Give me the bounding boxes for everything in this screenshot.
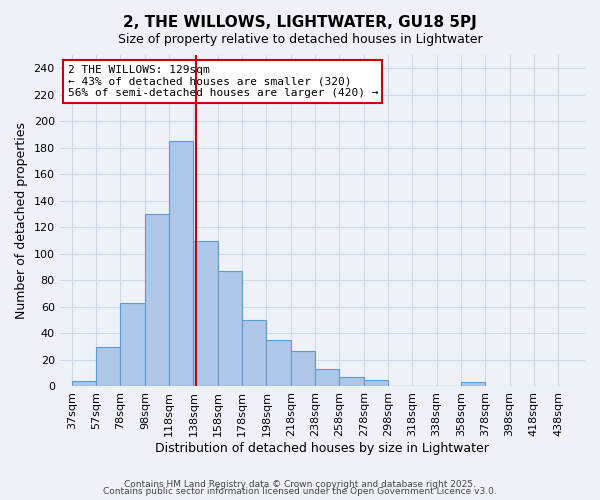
Bar: [291, 350, 315, 386]
Bar: [315, 369, 340, 386]
Bar: [96, 346, 121, 387]
Text: Size of property relative to detached houses in Lightwater: Size of property relative to detached ho…: [118, 32, 482, 46]
Bar: [145, 214, 169, 386]
Bar: [218, 271, 242, 386]
Bar: [169, 141, 193, 386]
Y-axis label: Number of detached properties: Number of detached properties: [15, 122, 28, 319]
Bar: [72, 381, 96, 386]
Text: 2 THE WILLOWS: 129sqm
← 43% of detached houses are smaller (320)
56% of semi-det: 2 THE WILLOWS: 129sqm ← 43% of detached …: [68, 65, 378, 98]
Bar: [364, 380, 388, 386]
Text: 2, THE WILLOWS, LIGHTWATER, GU18 5PJ: 2, THE WILLOWS, LIGHTWATER, GU18 5PJ: [123, 15, 477, 30]
Bar: [340, 377, 364, 386]
Bar: [266, 340, 291, 386]
Text: Contains HM Land Registry data © Crown copyright and database right 2025.: Contains HM Land Registry data © Crown c…: [124, 480, 476, 489]
Bar: [193, 240, 218, 386]
Bar: [121, 303, 145, 386]
Bar: [461, 382, 485, 386]
Text: Contains public sector information licensed under the Open Government Licence v3: Contains public sector information licen…: [103, 488, 497, 496]
X-axis label: Distribution of detached houses by size in Lightwater: Distribution of detached houses by size …: [155, 442, 489, 455]
Bar: [242, 320, 266, 386]
